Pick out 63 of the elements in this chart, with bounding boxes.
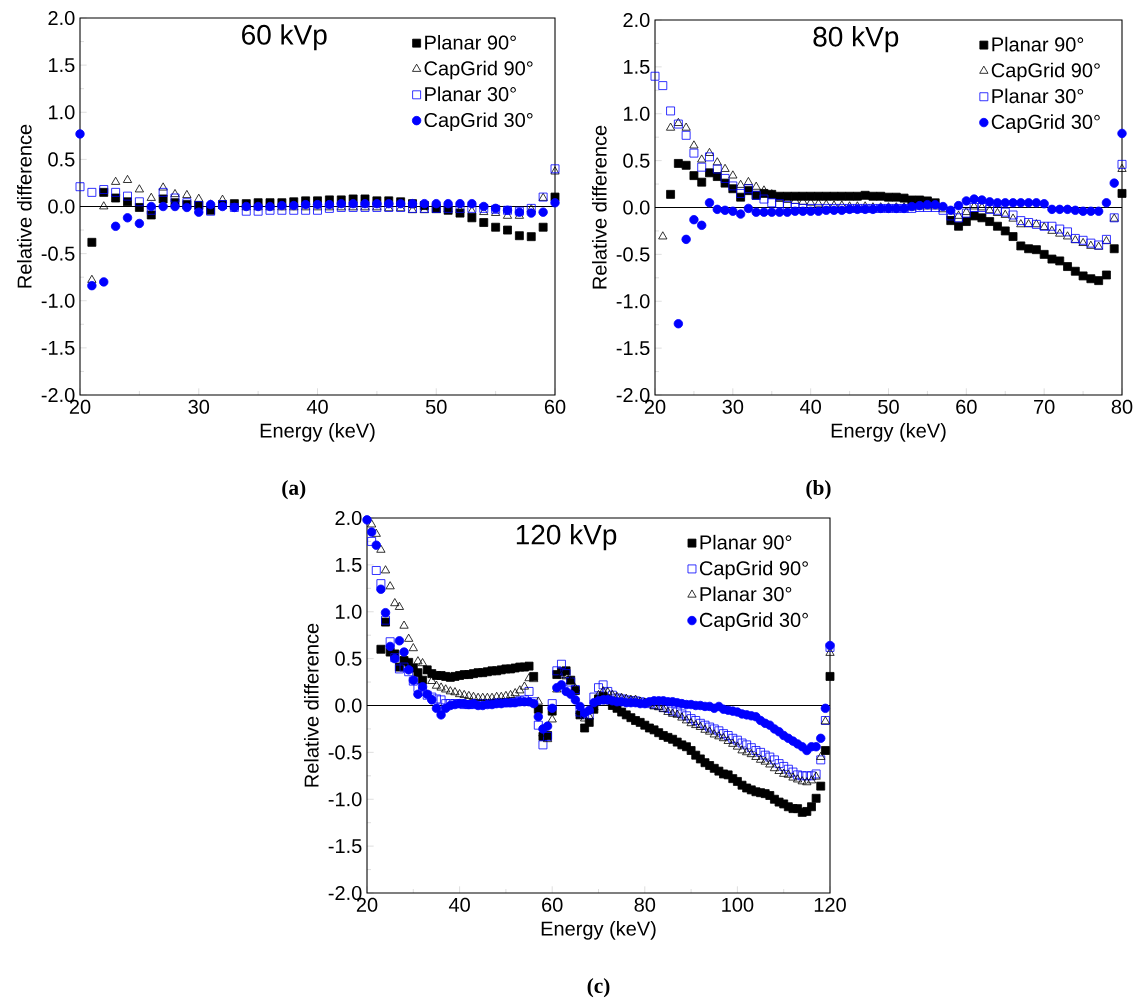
y-tick-label: -1.0 <box>616 294 650 309</box>
legend-label: CapGrid 30° <box>991 114 1100 133</box>
chart-title: 120 kVp <box>516 524 617 551</box>
y-axis-title: Relative difference <box>16 124 32 288</box>
x-tick-label: 40 <box>800 399 821 414</box>
x-tick-label: 60 <box>542 897 563 912</box>
chart-title: 60 kVp <box>242 24 327 51</box>
y-tick-label: 0.5 <box>335 651 362 666</box>
y-tick-label: 0.0 <box>335 698 362 713</box>
y-tick-label: 0.0 <box>623 200 650 215</box>
x-tick-label: 60 <box>956 399 977 414</box>
legend-label: CapGrid 30° <box>699 612 808 631</box>
y-axis-title: Relative difference <box>303 623 319 787</box>
legend-label: Planar 90° <box>425 34 516 50</box>
legend-label: CapGrid 30° <box>424 112 533 132</box>
text: (c) <box>587 977 610 998</box>
x-tick-label: 100 <box>722 897 754 912</box>
y-axis-title: Relative difference <box>591 125 607 289</box>
y-tick-label: 1.0 <box>624 106 650 121</box>
legend-label: Planar 30° <box>425 86 516 102</box>
x-tick-label: 80 <box>1111 399 1133 414</box>
y-tick-label: 1.5 <box>336 557 362 572</box>
legend-label: Planar 90° <box>700 534 792 550</box>
x-tick-label: 60 <box>544 399 566 414</box>
legend-label: Planar 90° <box>992 36 1084 52</box>
x-tick-label: 40 <box>448 897 470 912</box>
y-tick-label: -0.5 <box>616 247 650 262</box>
y-tick-label: 1.5 <box>624 59 650 74</box>
x-tick-label: 50 <box>878 399 899 414</box>
chart-title: 80 kVp <box>813 26 899 53</box>
y-tick-label: -1.5 <box>41 340 75 355</box>
x-tick-label: 80 <box>634 897 656 912</box>
y-tick-label: 0.5 <box>48 152 75 167</box>
y-tick-label: -0.5 <box>41 246 75 261</box>
y-tick-label: 0.0 <box>48 199 75 214</box>
x-axis-title: Energy (keV) <box>260 423 375 442</box>
legend-label: Planar 30° <box>992 88 1084 104</box>
x-axis-title: Energy (keV) <box>541 921 656 940</box>
x-axis-title: Energy (keV) <box>831 423 946 442</box>
y-tick-label: 2.0 <box>335 510 362 526</box>
legend-label: Planar 30° <box>700 586 792 602</box>
text: (a) <box>282 479 306 500</box>
y-tick-label: -1.5 <box>616 341 650 356</box>
legend-label: CapGrid 90° <box>424 60 533 80</box>
x-tick-label: 30 <box>188 399 210 414</box>
x-tick-label: 70 <box>1034 399 1055 414</box>
y-tick-label: 1.0 <box>336 604 362 619</box>
x-tick-label: 30 <box>722 399 744 414</box>
y-tick-label: 2.0 <box>623 12 650 28</box>
legend-label: CapGrid 90° <box>699 560 808 580</box>
y-tick-label: 1.5 <box>49 58 75 73</box>
y-tick-label: 2.0 <box>48 10 75 26</box>
text: (b) <box>806 479 831 500</box>
x-tick-label: 50 <box>425 399 447 414</box>
y-tick-label: -0.5 <box>328 745 362 760</box>
y-tick-label: -1.5 <box>328 839 362 854</box>
y-tick-label: -1.0 <box>41 293 75 308</box>
x-tick-label: 40 <box>306 399 328 414</box>
x-tick-label: 120 <box>814 897 846 912</box>
y-tick-label: 1.0 <box>49 105 75 120</box>
legend-label: CapGrid 90° <box>991 62 1100 82</box>
y-tick-label: -1.0 <box>328 792 362 807</box>
y-tick-label: 0.5 <box>623 153 650 168</box>
